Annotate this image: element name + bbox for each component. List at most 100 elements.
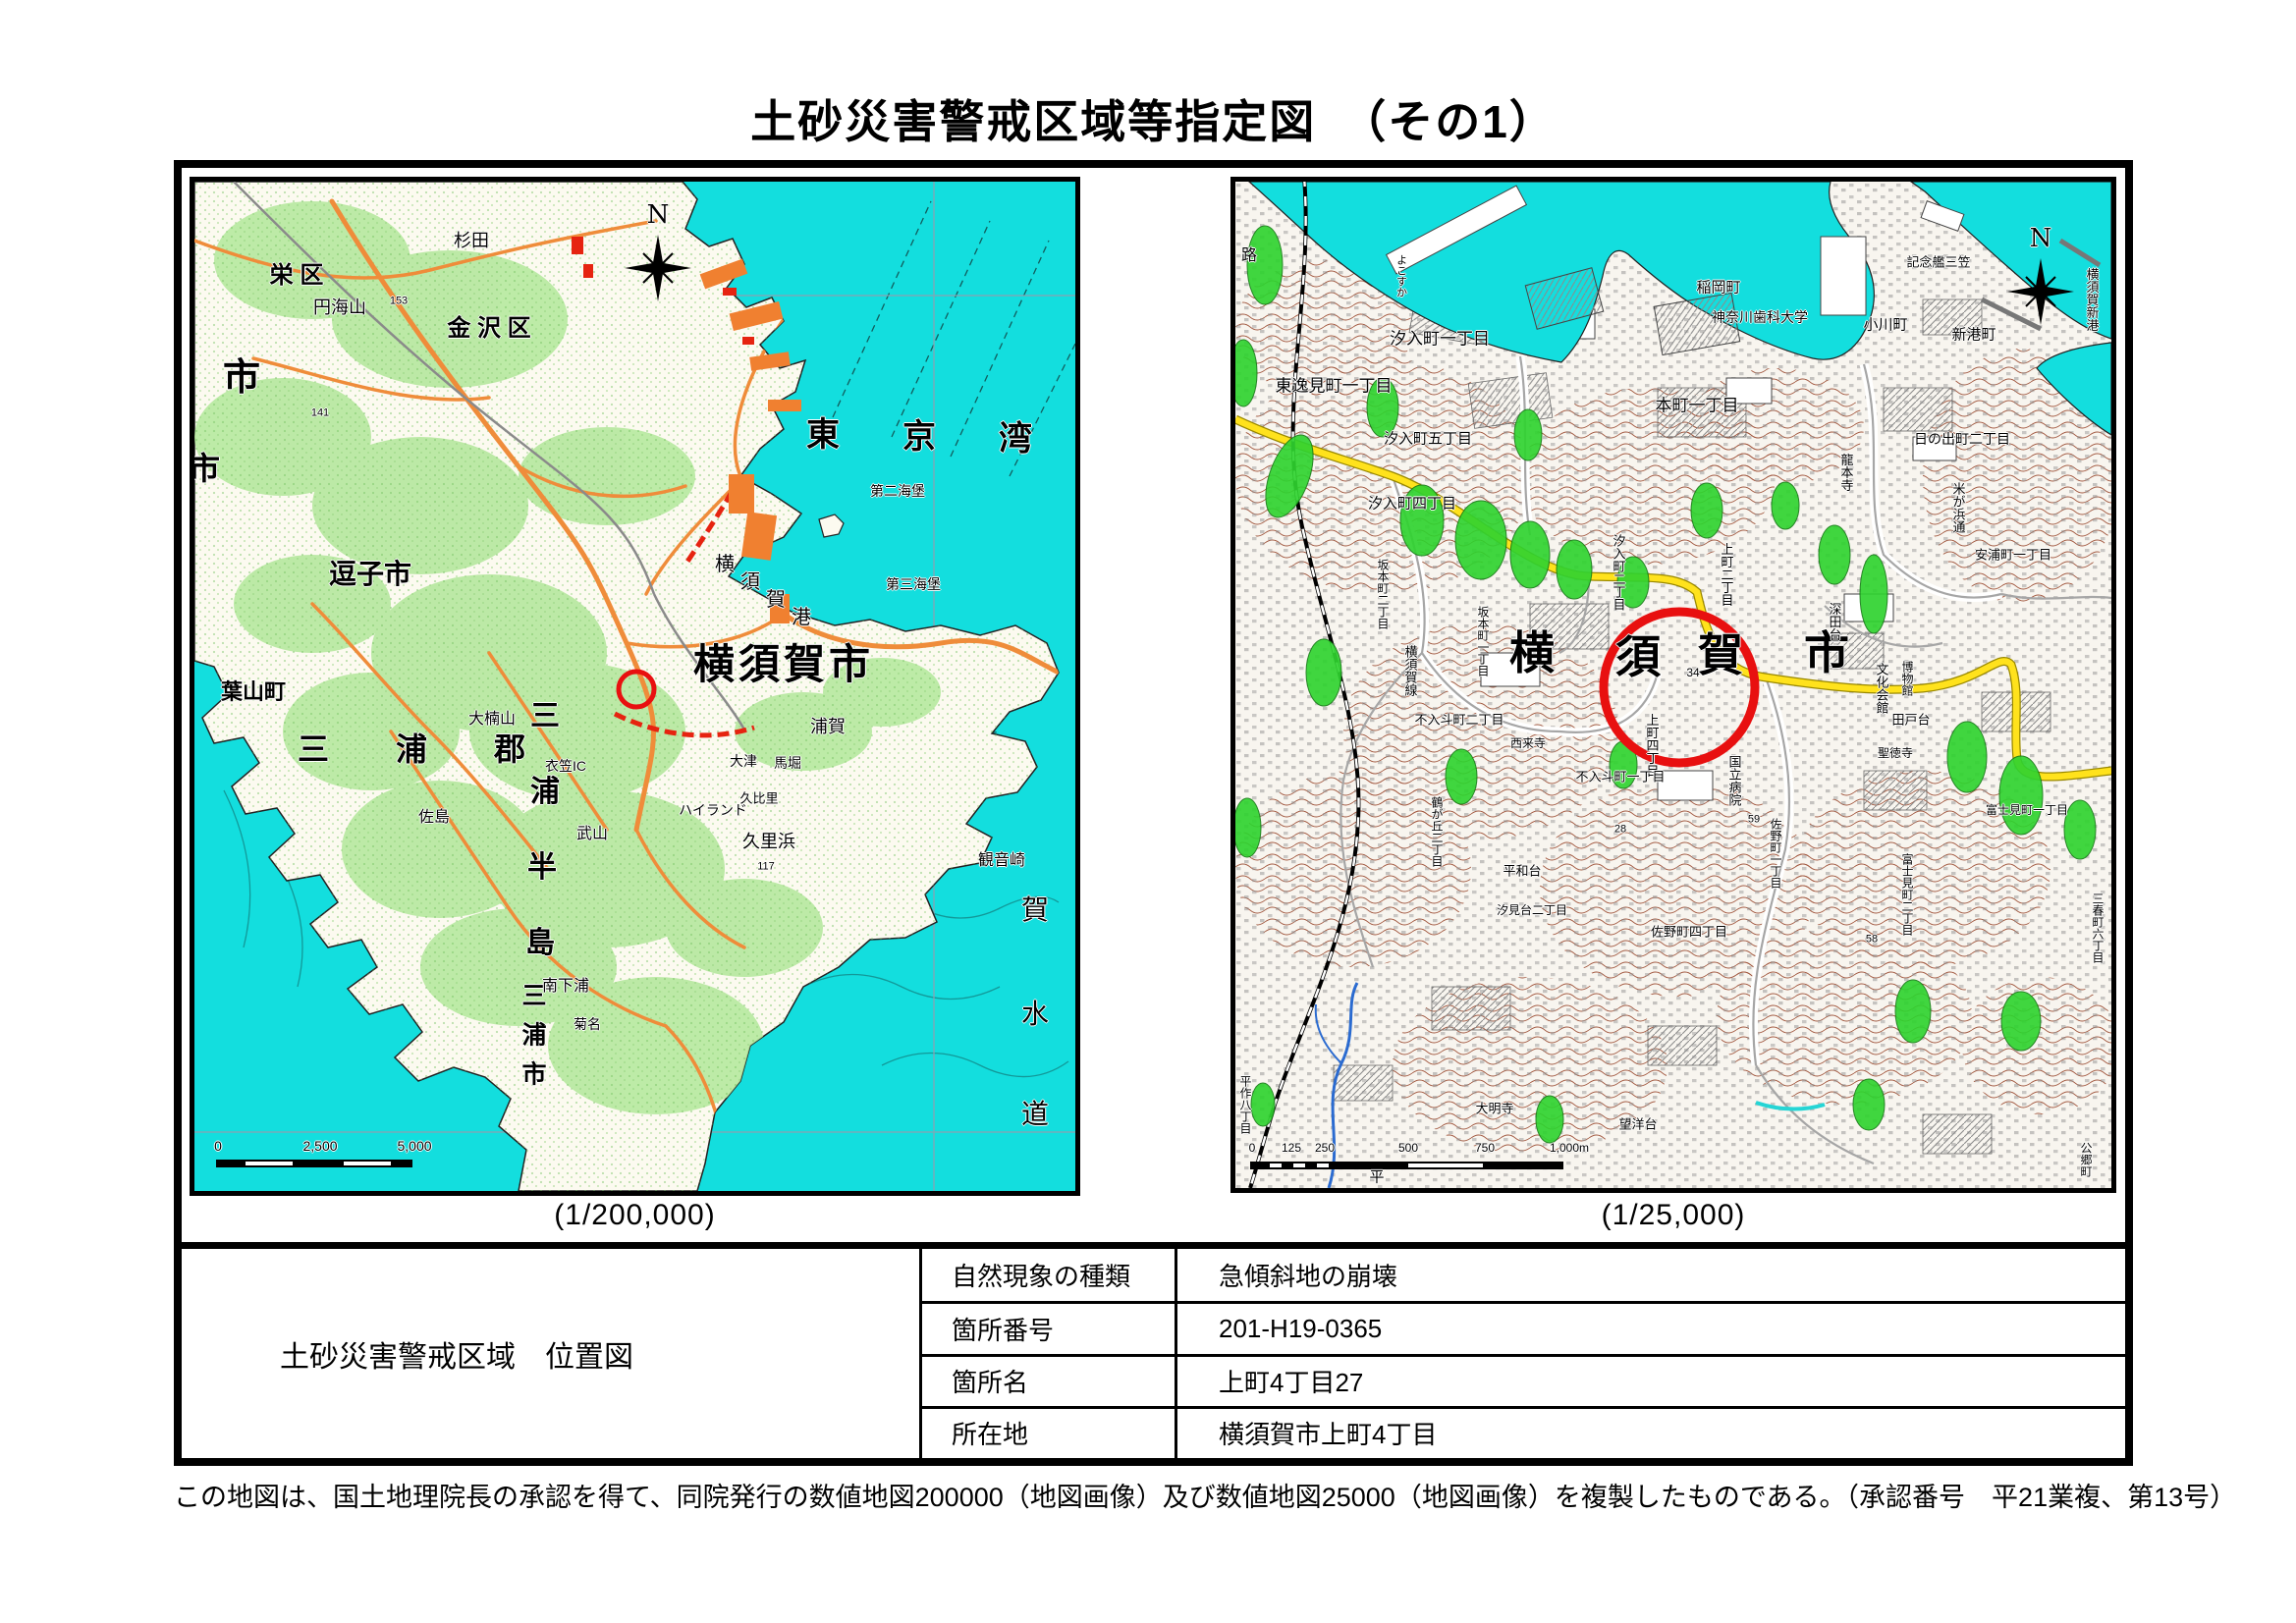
- page-title: 土砂災害警戒区域等指定図 （その1）: [750, 96, 1557, 147]
- scale-bar: [1250, 1162, 1563, 1169]
- map-label: 750: [1474, 1141, 1496, 1155]
- map-label: 逗子市: [328, 559, 412, 589]
- map-label: 28: [1613, 823, 1627, 836]
- map-label: 横須賀線: [1402, 645, 1418, 696]
- map-label: 大津: [730, 753, 757, 769]
- map-label: 1,000m: [1549, 1141, 1590, 1155]
- map-label: 汐入町一丁目: [1390, 329, 1490, 349]
- map-label: 深田台: [1827, 602, 1842, 641]
- map-label: 新港町: [1951, 326, 1996, 344]
- map-label: 第三海堡: [886, 576, 941, 592]
- map-label: 金 沢 区: [447, 315, 531, 342]
- piers: [1385, 185, 1965, 356]
- map-label: 59: [1747, 813, 1761, 826]
- map-label: 平和台: [1503, 863, 1542, 879]
- map-label: 富士見町一丁目: [1985, 803, 2069, 817]
- map-label: 栄 区: [269, 262, 324, 289]
- map-label: 半: [527, 851, 557, 884]
- map-label: 島: [525, 927, 555, 959]
- info-table: 土砂災害警戒区域 位置図 自然現象の種類 急傾斜地の崩壊 箇所番号 201-H1…: [182, 1242, 2125, 1458]
- detail-map-25k: N 路 よこすか 汐入町一丁目 東逸見町一丁目 汐入町五丁目 汐入町四丁目 汐入町二丁目 本町一…: [1230, 177, 2116, 1193]
- north-arrow: [2007, 258, 2074, 325]
- map-label: 58: [1865, 933, 1879, 946]
- map-label: 市: [190, 451, 221, 486]
- map-label: 不入斗町一丁目: [1575, 769, 1666, 784]
- port-blocks: [699, 258, 801, 623]
- row-value-address: 横須賀市上町4丁目: [1175, 1405, 2125, 1458]
- row-label-name: 箇所名: [919, 1353, 1175, 1406]
- map-label: 汐入町二丁目: [1611, 534, 1626, 611]
- map-label: 0: [214, 1138, 222, 1154]
- target-location-circle: [616, 669, 657, 710]
- caption-right-map: (1/25,000): [1601, 1199, 1746, 1231]
- map-label: 141: [310, 406, 330, 419]
- map-label: 5,000: [397, 1138, 432, 1154]
- map-label: 上町二丁目: [1719, 542, 1734, 607]
- map-label: 円海山: [313, 298, 366, 317]
- map-label: 聖徳寺: [1877, 746, 1914, 760]
- map-label: 米が浜通: [1950, 482, 1966, 533]
- map-label: 汐入町四丁目: [1367, 495, 1457, 513]
- row-value-phenomenon: 急傾斜地の崩壊: [1175, 1249, 2125, 1302]
- map-label: 本町一丁目: [1655, 396, 1739, 415]
- row-label-address: 所在地: [919, 1405, 1175, 1458]
- map-label: 水: [1020, 999, 1050, 1029]
- map-label: 大楠山: [467, 711, 517, 728]
- map-label: 道: [1020, 1099, 1050, 1129]
- map-label: 文化会館: [1874, 663, 1889, 714]
- map-label: 葉山町: [220, 679, 287, 704]
- map-label: 三: [530, 700, 560, 732]
- map-label: 路: [1240, 247, 1258, 264]
- map-label: 佐島: [417, 809, 451, 826]
- map-label: 須: [740, 571, 760, 593]
- table-title-cell: 土砂災害警戒区域 位置図: [280, 1340, 633, 1374]
- map-label: 0: [1248, 1141, 1256, 1155]
- map-label: 市: [222, 357, 261, 399]
- map-label: 34: [1686, 666, 1700, 679]
- map-label: 南下浦: [541, 978, 590, 995]
- map-label: よこすか: [1394, 254, 1407, 298]
- map-label: 安浦町一丁目: [1974, 547, 2052, 563]
- map-label: 菊名: [574, 1016, 601, 1032]
- map-label: 坂本町二丁目: [1376, 559, 1390, 629]
- map-label: 田戸台: [1891, 712, 1931, 728]
- map-label: N: [646, 200, 670, 230]
- map-label: 平: [1369, 1168, 1385, 1186]
- row-value-number: 201-H19-0365: [1175, 1301, 2125, 1354]
- map-label: 平作八丁目: [1238, 1075, 1252, 1134]
- map-label: 市: [521, 1060, 547, 1089]
- map-label: 不入斗町二丁目: [1414, 712, 1504, 728]
- map-label: 観音崎: [977, 852, 1026, 869]
- streams: [1314, 982, 1826, 1188]
- detail-map-graphic: [1235, 182, 2111, 1188]
- map-label: 賀: [766, 589, 786, 611]
- map-label: 横: [1509, 627, 1555, 678]
- map-label: 東: [806, 416, 840, 454]
- railway-lines: [233, 182, 746, 730]
- map-label: 汐見台二丁目: [1496, 903, 1568, 917]
- map-label: 衣笠IC: [545, 758, 586, 774]
- map-label: 横須賀市: [692, 641, 875, 687]
- map-label: 久里浜: [742, 832, 795, 851]
- map-label: 500: [1397, 1141, 1419, 1155]
- map-label: N: [2029, 224, 2052, 253]
- map-label: 小川町: [1863, 316, 1908, 334]
- map-label: 国立病院: [1726, 755, 1742, 806]
- map-label: 神奈川歯科大学: [1712, 309, 1808, 325]
- map-label: 湾: [999, 420, 1032, 458]
- map-label: 博物館: [1900, 661, 1914, 696]
- map-label: 東逸見町一丁目: [1275, 376, 1393, 396]
- map-label: 坂本町一丁目: [1476, 606, 1490, 676]
- map-label: 賀: [1020, 894, 1050, 925]
- map-label: ハイランド: [679, 802, 747, 818]
- map-label: 三: [521, 982, 547, 1010]
- map-label: 153: [389, 295, 409, 307]
- map-label: 須: [1615, 631, 1661, 682]
- map-label: 浦: [530, 776, 560, 808]
- map-label: 賀: [1698, 629, 1743, 680]
- map-label: 125: [1281, 1141, 1302, 1155]
- scale-bar: [216, 1160, 412, 1167]
- map-label: 馬堀: [774, 755, 801, 771]
